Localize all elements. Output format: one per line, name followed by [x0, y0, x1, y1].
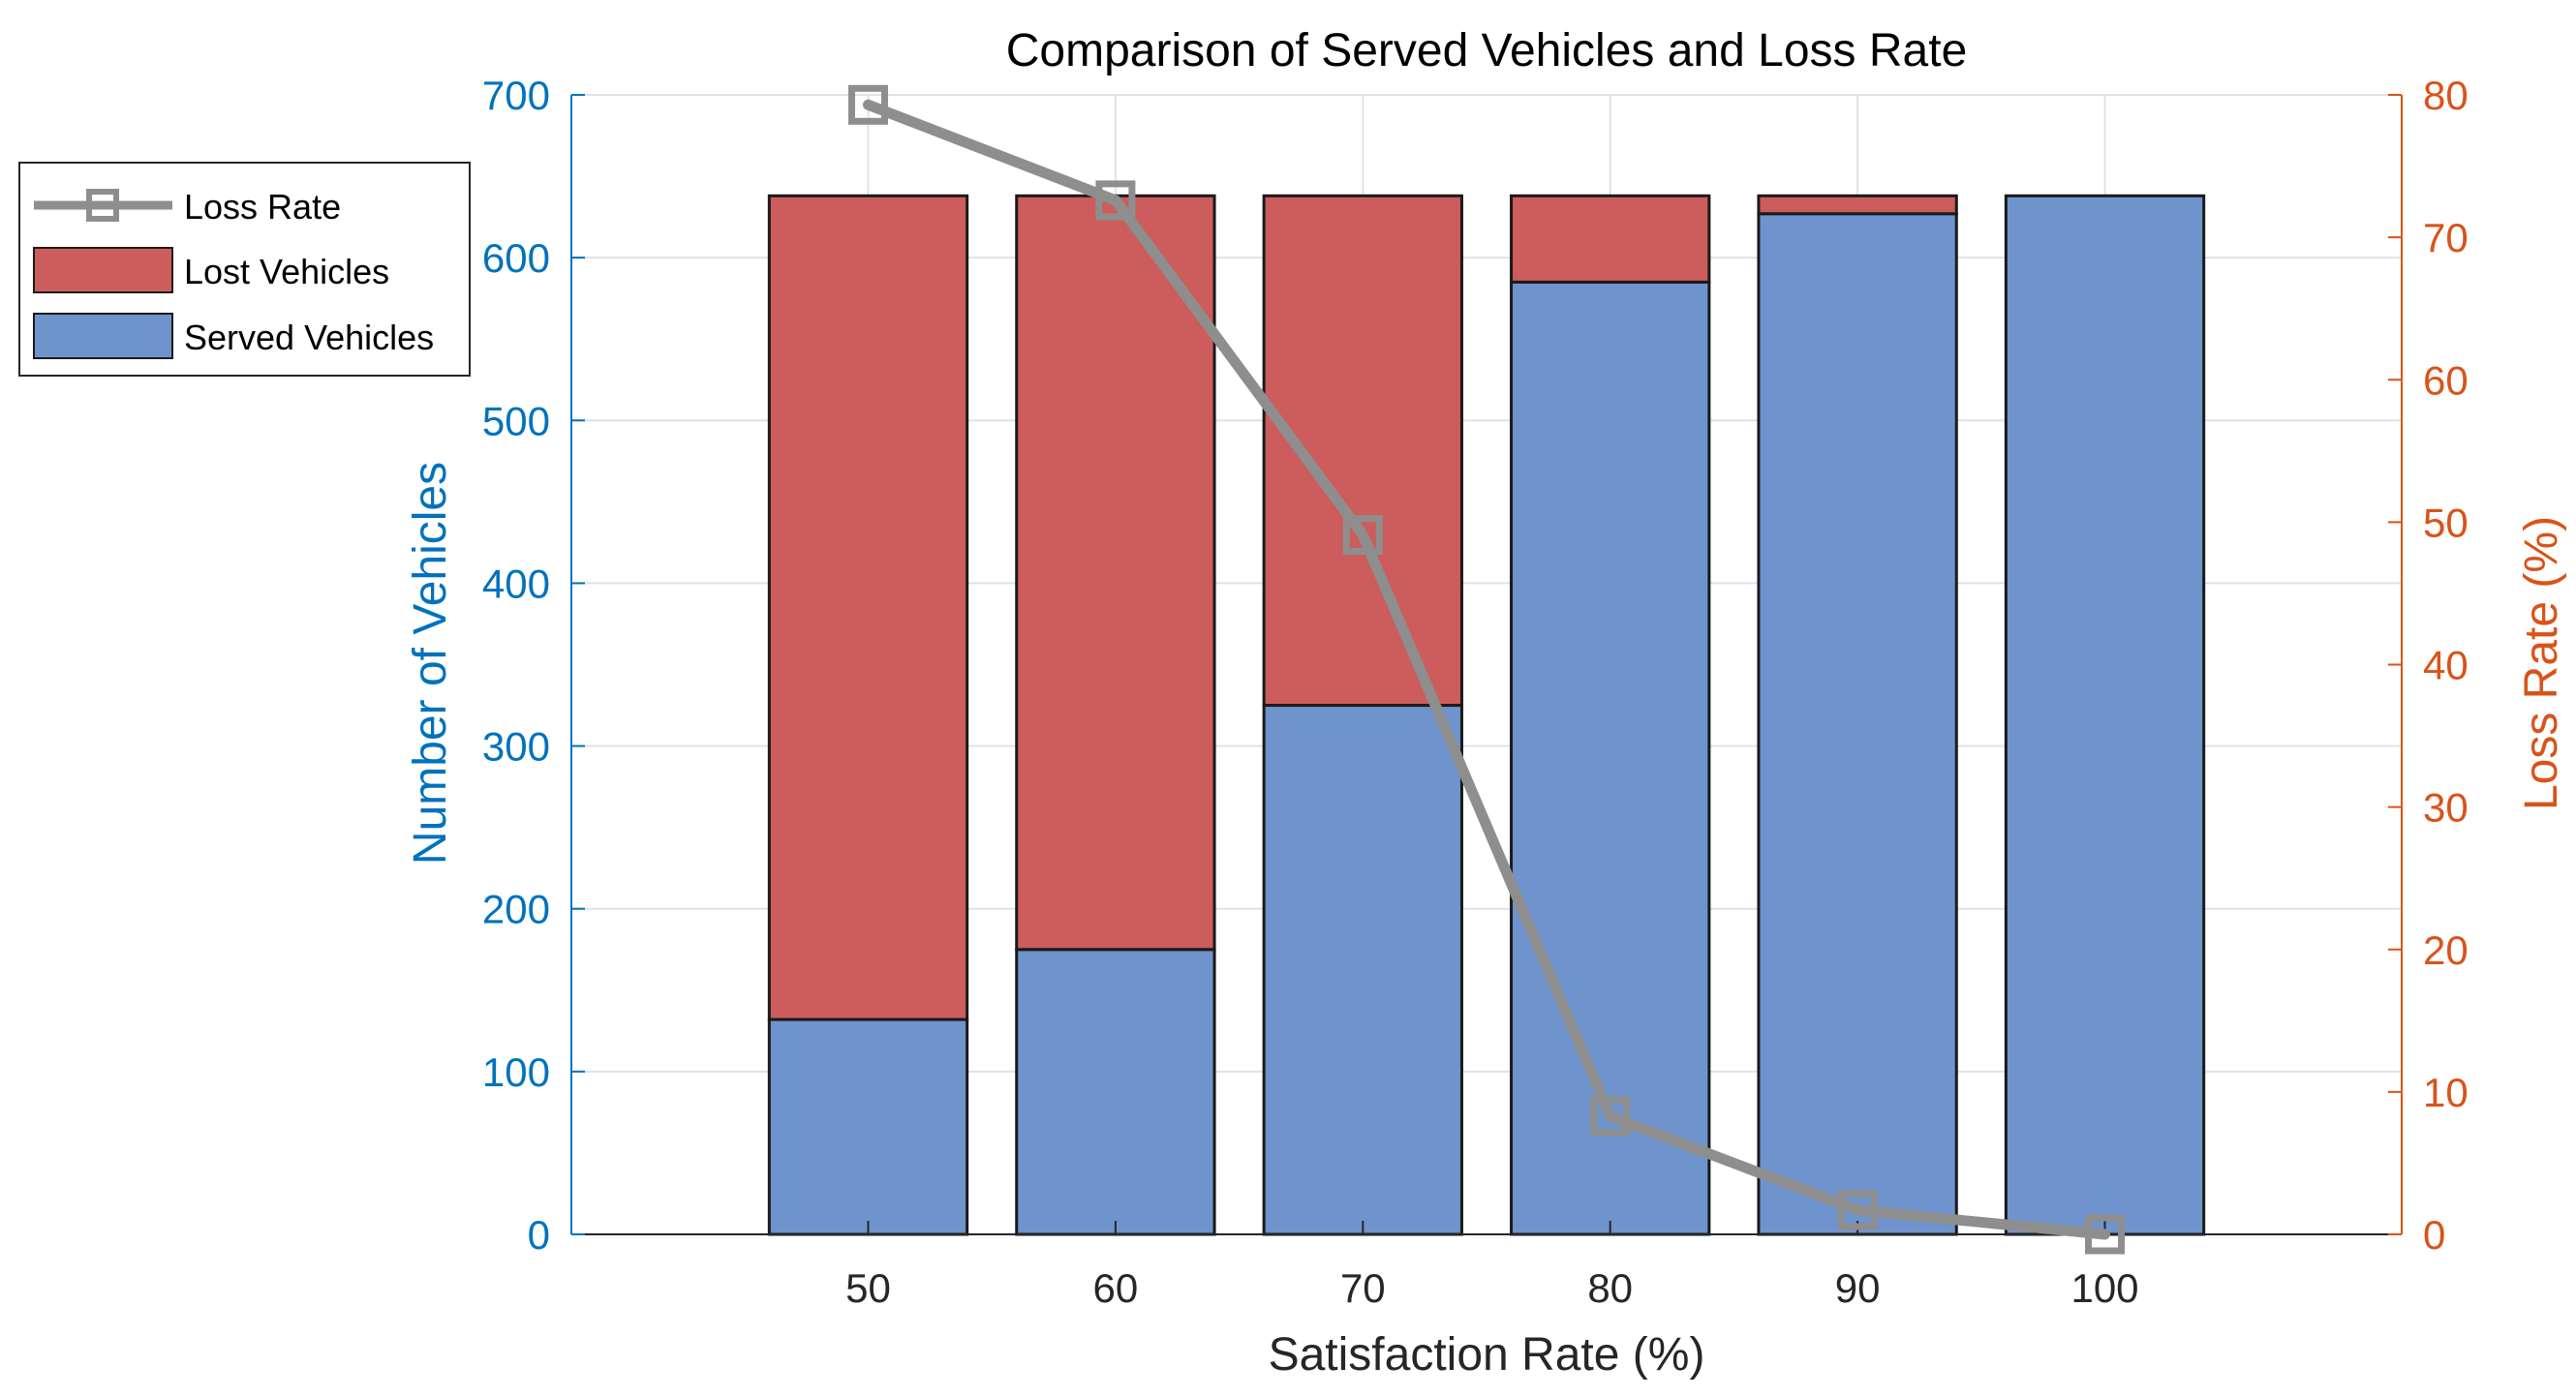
bar-served-80 [1510, 280, 1711, 1236]
bar-served-70 [1262, 704, 1463, 1236]
legend-label-loss-rate: Loss Rate [184, 187, 341, 227]
legend-label-lost-vehicles: Lost Vehicles [184, 252, 389, 291]
legend-item-lost-vehicles: Lost Vehicles [33, 247, 389, 293]
legend-swatch-lost-vehicles [33, 247, 173, 293]
y-right-tick-label: 30 [2423, 785, 2469, 831]
x-tick-label: 50 [845, 1265, 891, 1311]
x-tick-label: 60 [1093, 1265, 1139, 1311]
x-tick-label: 100 [2070, 1265, 2138, 1311]
y-left-tick-label: 300 [482, 724, 550, 770]
x-axis-label: Satisfaction Rate (%) [1269, 1329, 1705, 1381]
bar-served-60 [1015, 948, 1216, 1236]
legend-marker-loss-rate [86, 189, 119, 222]
loss-rate-line [847, 84, 2126, 1255]
loss-rate-polyline [862, 99, 2111, 1240]
x-tick-label: 80 [1587, 1265, 1633, 1311]
y-left-tick-label: 100 [482, 1049, 550, 1095]
y-left-tick-label: 400 [482, 561, 550, 606]
chart-title: Comparison of Served Vehicles and Loss R… [1006, 25, 1968, 76]
bar-served-90 [1757, 212, 1958, 1236]
y-right-tick-label: 10 [2423, 1070, 2469, 1115]
y-left-tick-label: 200 [482, 887, 550, 932]
loss-rate-marker-50 [847, 84, 888, 125]
y-right-tick-label: 60 [2423, 357, 2469, 403]
bar-lost-60 [1015, 194, 1216, 952]
y-right-tick-label: 0 [2423, 1212, 2445, 1258]
loss-rate-marker-60 [1095, 180, 1136, 221]
y-left-tick-label: 500 [482, 398, 550, 443]
y-right-tick-label: 70 [2423, 215, 2469, 260]
bar-lost-80 [1510, 194, 1711, 284]
y-right-tick-label: 20 [2423, 927, 2469, 973]
bar-lost-70 [1262, 194, 1463, 708]
legend: Loss Rate Lost Vehicles Served Vehicles [18, 162, 471, 377]
bar-served-100 [2004, 194, 2206, 1236]
legend-item-loss-rate: Loss Rate [34, 187, 341, 227]
y-left-tick-label: 600 [482, 235, 550, 281]
x-tick-label: 90 [1835, 1265, 1881, 1311]
legend-swatch-served-vehicles [33, 313, 173, 359]
y-right-tick-label: 40 [2423, 643, 2469, 688]
loss-rate-marker-90 [1837, 1190, 1878, 1230]
bar-lost-90 [1757, 194, 1958, 216]
x-tick-label: 70 [1340, 1265, 1386, 1311]
y-left-tick-label: 700 [482, 73, 550, 118]
bars [767, 194, 2206, 1236]
loss-rate-marker-100 [2085, 1214, 2126, 1255]
y-axis-right-label: Loss Rate (%) [2516, 516, 2567, 810]
y-axis-left-label: Number of Vehicles [405, 462, 456, 865]
loss-rate-marker-80 [1590, 1096, 1631, 1137]
legend-label-served-vehicles: Served Vehicles [184, 318, 434, 357]
y-left-tick-label: 0 [528, 1212, 550, 1258]
y-right-tick-label: 80 [2423, 73, 2469, 118]
loss-rate-marker-70 [1342, 515, 1383, 556]
axes: 0 100 200 300 400 500 600 700 0 10 20 30 40 50 60 70 80 5… [482, 73, 2469, 1311]
y-right-tick-label: 50 [2423, 500, 2469, 545]
bar-lost-50 [767, 194, 969, 1021]
bar-served-50 [767, 1017, 969, 1236]
legend-item-served-vehicles: Served Vehicles [33, 313, 434, 359]
